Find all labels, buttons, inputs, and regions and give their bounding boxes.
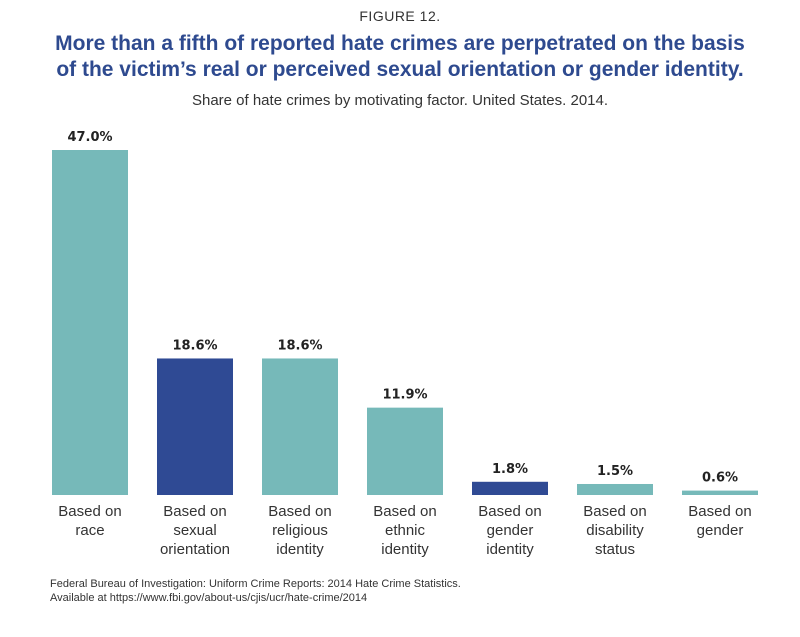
category-label-line: Based on [478,503,541,520]
category-label-6: Based on gender [688,503,751,539]
source-line-1: Federal Bureau of Investigation: Uniform… [50,578,461,590]
category-label-line: identity [276,541,324,558]
category-label-3: Based on ethnic identity [373,503,436,558]
bar-value-label-3: 11.9% [382,388,427,403]
category-label-4: Based on gender identity [478,503,541,558]
source-note: Federal Bureau of Investigation: Uniform… [50,577,461,605]
bar-value-label-6: 0.6% [702,471,738,486]
bar-0 [52,150,128,495]
chart-title-line-2: of the victim’s real or perceived sexual… [56,58,744,81]
category-label-5: Based on disability status [583,503,646,558]
category-label-0: Based on race [58,503,121,539]
bar-value-label-2: 18.6% [277,338,322,353]
bar-1 [157,358,233,495]
category-label-line: Based on [58,503,121,520]
category-label-line: status [595,541,635,558]
chart-subtitle: Share of hate crimes by motivating facto… [191,92,609,109]
category-label-line: sexual [173,522,216,539]
bar-chart: 47.0% Based on race 18.6% Based on sexual orie… [52,130,758,558]
bar-value-label-0: 47.0% [67,130,112,145]
bar-5 [577,483,653,495]
bar-3 [367,407,443,495]
source-line-2: Available at https://www.fbi.gov/about-u… [50,592,368,604]
category-label-line: identity [381,541,429,558]
category-label-2: Based on religious identity [268,503,331,558]
category-label-line: gender [697,522,744,539]
bar-4 [472,481,548,495]
figure-label: FIGURE 12. [359,8,441,24]
chart-title: More than a fifth of reported hate crime… [0,31,800,83]
category-label-line: ethnic [385,522,426,539]
category-label-line: identity [486,541,534,558]
bar-2 [262,358,338,495]
category-label-line: Based on [163,503,226,520]
category-label-line: Based on [688,503,751,520]
chart-title-line-1: More than a fifth of reported hate crime… [55,32,745,55]
category-label-line: Based on [373,503,436,520]
bar-value-label-1: 18.6% [172,338,217,353]
category-label-line: disability [586,522,644,539]
category-label-line: religious [272,522,328,539]
category-label-line: orientation [160,541,230,558]
category-label-line: Based on [583,503,646,520]
bar-value-label-5: 1.5% [597,464,633,479]
category-label-1: Based on sexual orientation [160,503,230,558]
category-label-line: race [75,522,104,539]
bar-6 [682,490,758,495]
category-label-line: Based on [268,503,331,520]
bar-value-label-4: 1.8% [492,462,528,477]
category-label-line: gender [487,522,534,539]
